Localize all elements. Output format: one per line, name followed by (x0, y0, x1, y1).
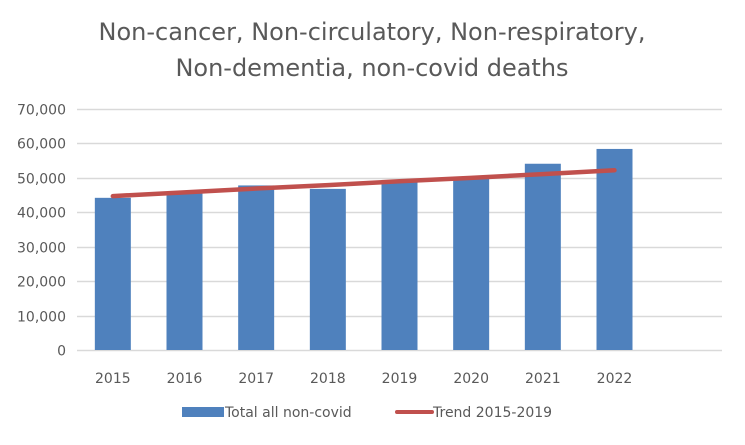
y-tick-label: 50,000 (17, 172, 66, 188)
legend-label-total: Total all non-covid (224, 405, 352, 421)
y-tick-label: 0 (57, 344, 66, 360)
x-tick-label: 2017 (238, 371, 274, 387)
x-tick-label: 2021 (525, 371, 561, 387)
trend-line (110, 168, 617, 199)
chart-title: Non-cancer, Non-circulatory, Non-respira… (98, 18, 645, 82)
chart-title-line-2: Non-dementia, non-covid deaths (175, 54, 568, 82)
trend-series (110, 168, 617, 199)
bar (309, 188, 346, 350)
x-tick-label: 2022 (597, 371, 633, 387)
bar (238, 185, 275, 350)
x-tick-label: 2018 (310, 371, 346, 387)
y-tick-label: 30,000 (17, 241, 66, 257)
y-tick-label: 20,000 (17, 275, 66, 291)
bar (94, 197, 131, 350)
bar (453, 177, 490, 350)
legend-label-trend: Trend 2015-2019 (432, 405, 552, 421)
y-tick-label: 70,000 (17, 103, 66, 119)
y-tick-label: 40,000 (17, 206, 66, 222)
bar-series (94, 148, 633, 350)
y-axis-tick-labels: 0 10,000 20,000 30,000 40,000 50,000 60,000 70,… (17, 103, 66, 360)
legend: Total all non-covid Trend 2015-2019 (182, 405, 552, 421)
y-tick-label: 60,000 (17, 137, 66, 153)
x-axis-tick-labels: 2015 2016 2017 2018 2019 2020 2021 2022 (95, 371, 632, 387)
chart-title-line-1: Non-cancer, Non-circulatory, Non-respira… (98, 18, 645, 46)
bar (166, 193, 203, 350)
legend-swatch-total (182, 407, 224, 417)
bar (381, 181, 418, 350)
bar (524, 163, 561, 350)
x-tick-label: 2015 (95, 371, 131, 387)
x-tick-label: 2016 (167, 371, 203, 387)
x-tick-label: 2020 (453, 371, 489, 387)
x-tick-label: 2019 (382, 371, 418, 387)
y-tick-label: 10,000 (17, 310, 66, 326)
bar (596, 148, 633, 350)
